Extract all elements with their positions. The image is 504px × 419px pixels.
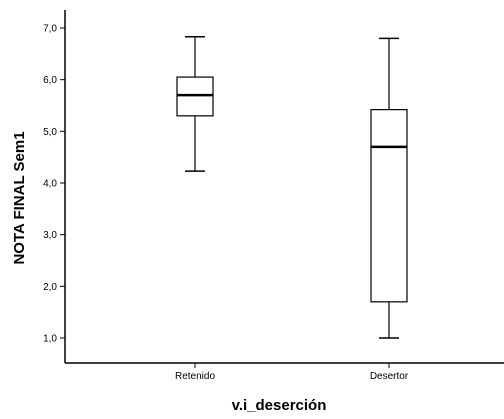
box (176, 76, 214, 117)
y-tick-label: 5,0 (43, 127, 57, 138)
x-tick-label: Desertor (370, 371, 409, 382)
x-tick-label: Retenido (175, 371, 215, 382)
y-tick-label: 1,0 (43, 334, 57, 345)
x-axis: Retenido Desertor (65, 362, 504, 382)
y-tick-label: 6,0 (43, 75, 57, 86)
y-tick-label: 3,0 (43, 230, 57, 241)
boxes-group (176, 36, 408, 339)
box (370, 109, 408, 303)
y-axis-title: NOTA FINAL Sem1 (11, 131, 28, 264)
y-axis: 1,0 2,0 3,0 4,0 5,0 6,0 7,0 (43, 10, 66, 363)
y-tick-label: 7,0 (43, 24, 57, 35)
y-tick-label: 2,0 (43, 282, 57, 293)
y-tick-label: 4,0 (43, 179, 57, 190)
x-axis-title: v.i_deserción (232, 397, 327, 414)
